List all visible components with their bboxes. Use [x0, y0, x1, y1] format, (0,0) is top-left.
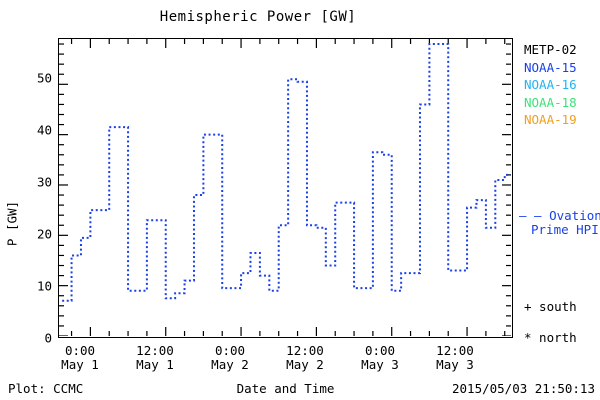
y-tick-label-50: 50	[36, 70, 52, 86]
y-axis-title-wrap: P [GW]	[0, 38, 30, 338]
x-tick-time: 12:00	[436, 343, 474, 358]
ovation-label-line1: — — Ovation	[519, 208, 600, 223]
y-tick-label-20: 20	[36, 226, 52, 242]
footer-timestamp: 2015/05/03 21:50:13	[452, 381, 595, 396]
x-axis-ticks	[70, 39, 506, 336]
y-tick-label-40: 40	[36, 122, 52, 138]
footer-plot-source: Plot: CCMC	[8, 381, 84, 396]
x-tick-label-5: 12:00 May 3	[436, 344, 474, 371]
legend-ovation-prime-hpi: — — Ovation Prime HPI	[519, 209, 600, 237]
x-tick-label-4: 0:00 May 3	[361, 344, 399, 371]
x-tick-label-2: 0:00 May 2	[211, 344, 249, 371]
legend-item-metp-02: METP-02	[524, 42, 577, 57]
x-tick-date: May 1	[136, 356, 174, 372]
legend-item-noaa-19: NOAA-19	[524, 112, 577, 127]
x-tick-date: May 3	[361, 356, 399, 372]
legend-marker-north: * north	[524, 330, 577, 345]
x-tick-date: May 2	[286, 356, 324, 372]
x-tick-time: 0:00	[214, 343, 246, 358]
x-axis-labels: 0:00 May 1 12:00 May 1 0:00 May 2 12:00 …	[0, 344, 600, 378]
y-tick-label-10: 10	[36, 278, 52, 294]
x-tick-date: May 3	[436, 356, 474, 372]
chart-canvas	[59, 39, 511, 336]
y-tick-label-30: 30	[36, 174, 52, 190]
x-tick-time: 12:00	[286, 343, 324, 358]
y-axis-ticks	[59, 43, 511, 336]
y-axis-title: P [GW]	[4, 200, 20, 247]
legend-item-noaa-18: NOAA-18	[524, 94, 577, 110]
legend-item-noaa-15: NOAA-15	[524, 59, 577, 75]
x-tick-label-3: 12:00 May 2	[286, 344, 324, 371]
plot-area	[58, 38, 513, 338]
ovation-label-line2: Prime HPI	[531, 222, 599, 237]
legend-marker-south: + south	[524, 299, 577, 314]
x-tick-time: 12:00	[136, 343, 174, 358]
page-title: Hemispheric Power [GW]	[159, 9, 357, 25]
x-tick-date: May 2	[211, 356, 249, 372]
x-tick-label-0: 0:00 May 1	[61, 344, 99, 371]
y-axis-labels: 0 10 20 30 40 50	[0, 38, 52, 346]
legend: METP-02 NOAA-15 NOAA-16 NOAA-18 NOAA-19	[524, 41, 577, 129]
y-tick-label-0: 0	[44, 330, 52, 346]
x-tick-date: May 1	[61, 356, 99, 372]
x-axis-title: Date and Time	[236, 381, 335, 396]
x-tick-label-1: 12:00 May 1	[136, 344, 174, 371]
data-series-ovation-prime-hpi	[62, 43, 511, 302]
x-tick-time: 0:00	[64, 343, 96, 358]
legend-item-noaa-16: NOAA-16	[524, 77, 577, 92]
x-tick-time: 0:00	[364, 343, 396, 358]
